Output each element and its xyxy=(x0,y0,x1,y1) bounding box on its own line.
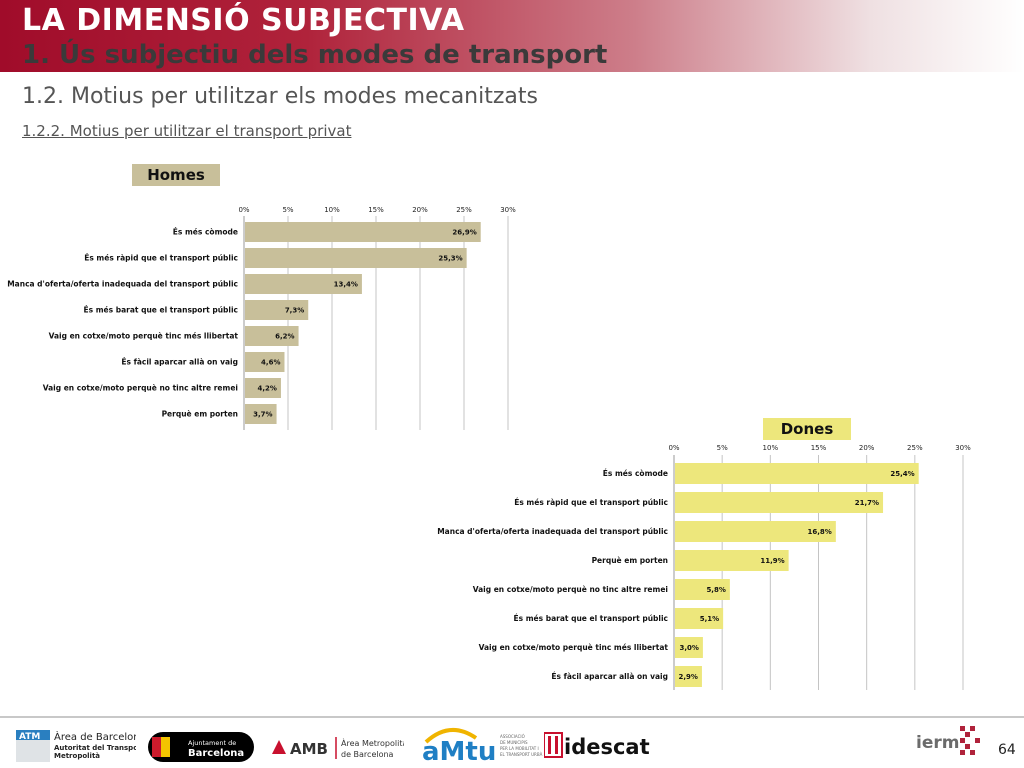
dones-bar xyxy=(675,666,702,687)
homes-tick-label: 20% xyxy=(412,206,428,214)
amtu-small4: EL TRANSPORT URBÀ xyxy=(500,752,543,757)
homes-category-label: És fàcil aparcar allà on vaig xyxy=(121,358,238,367)
homes-tick-label: 25% xyxy=(456,206,472,214)
homes-value-label: 3,7% xyxy=(253,411,272,419)
dones-value-label: 11,9% xyxy=(760,557,784,565)
homes-tick-label: 30% xyxy=(500,206,516,214)
dones-tick-label: 10% xyxy=(763,444,779,452)
amtu-small3: PER LA MOBILITAT I xyxy=(500,746,539,751)
ierm-logo: ierm xyxy=(916,726,980,755)
footer-divider xyxy=(0,716,1024,718)
dones-category-label: És més barat que el transport públic xyxy=(514,614,668,623)
homes-bar xyxy=(245,222,481,242)
homes-value-label: 13,4% xyxy=(334,281,358,289)
dones-tick-label: 5% xyxy=(717,444,728,452)
amb-line1: Àrea Metropolitana xyxy=(341,737,404,748)
header-banner: LA DIMENSIÓ SUBJECTIVA 1. Ús subjectiu d… xyxy=(0,0,1024,72)
homes-category-label: És més barat que el transport públic xyxy=(84,306,238,315)
homes-tick-label: 15% xyxy=(368,206,384,214)
dones-value-label: 21,7% xyxy=(855,499,879,507)
homes-tick-label: 0% xyxy=(238,206,249,214)
homes-value-label: 4,6% xyxy=(261,359,280,367)
dones-value-label: 5,8% xyxy=(706,586,725,594)
amb-logo: AMB Àrea Metropolitana de Barcelona xyxy=(272,737,404,759)
homes-value-label: 25,3% xyxy=(438,255,462,263)
dones-bar xyxy=(675,492,884,513)
dones-tick-label: 25% xyxy=(907,444,923,452)
homes-bar xyxy=(245,352,285,372)
homes-value-label: 7,3% xyxy=(285,307,304,315)
homes-category-label: Perquè em porten xyxy=(162,410,238,419)
homes-bar xyxy=(245,274,362,294)
dones-bar xyxy=(675,550,789,571)
ierm-name: ierm xyxy=(916,733,959,753)
dones-value-label: 16,8% xyxy=(808,528,832,536)
homes-bar xyxy=(245,300,309,320)
dones-category-label: Perquè em porten xyxy=(592,556,668,565)
homes-bar xyxy=(245,404,277,424)
page-number: 64 xyxy=(998,742,1016,758)
idescat-name: idescat xyxy=(564,735,650,759)
homes-category-label: Vaig en cotxe/moto perquè tinc més llibe… xyxy=(49,332,239,341)
atm-line1: Àrea de Barcelona xyxy=(54,730,136,743)
homes-panel-label: Homes xyxy=(132,164,220,186)
ajuntament-logo: Ajuntament de Barcelona xyxy=(148,732,254,762)
dones-tick-label: 15% xyxy=(811,444,827,452)
dones-category-label: És més ràpid que el transport públic xyxy=(514,498,668,507)
dones-bar xyxy=(675,637,703,658)
dones-category-label: És més còmode xyxy=(603,469,668,478)
page-subtitle: 1. Ús subjectiu dels modes de transport xyxy=(22,40,608,70)
homes-bar xyxy=(245,378,281,398)
atm-line2: Autoritat del Transport xyxy=(54,744,136,752)
dones-category-label: Vaig en cotxe/moto perquè tinc més llibe… xyxy=(479,643,669,652)
dones-bar xyxy=(675,463,919,484)
dones-tick-label: 30% xyxy=(955,444,971,452)
atm-line3: Metropolità xyxy=(54,752,100,760)
homes-category-label: És més còmode xyxy=(173,228,238,237)
dones-bar xyxy=(675,579,730,600)
amb-acronym: AMB xyxy=(290,740,328,758)
amtu-small2: DE MUNICIPIS xyxy=(500,740,528,745)
amb-line2: de Barcelona xyxy=(341,750,394,759)
ajuntament-line2: Barcelona xyxy=(188,748,244,759)
atm-badge: ATM xyxy=(19,732,40,742)
dones-category-label: Manca d'oferta/oferta inadequada del tra… xyxy=(437,527,668,536)
homes-bar xyxy=(245,248,467,268)
homes-value-label: 6,2% xyxy=(275,333,294,341)
amtu-small1: ASSOCIACIÓ xyxy=(500,734,525,739)
amtu-name: aMtu xyxy=(422,737,496,764)
dones-value-label: 25,4% xyxy=(890,470,914,478)
amtu-logo: aMtu ASSOCIACIÓ DE MUNICIPIS PER LA MOBI… xyxy=(422,728,543,764)
homes-tick-label: 10% xyxy=(324,206,340,214)
dones-panel-label: Dones xyxy=(763,418,851,440)
homes-bar xyxy=(245,326,299,346)
dones-tick-label: 20% xyxy=(859,444,875,452)
subsection-title: 1.2.2. Motius per utilitzar el transport… xyxy=(22,122,352,140)
idescat-logo: idescat xyxy=(544,732,650,759)
page-title: LA DIMENSIÓ SUBJECTIVA xyxy=(22,3,465,38)
dones-category-label: Vaig en cotxe/moto perquè no tinc altre … xyxy=(473,585,668,594)
dones-value-label: 3,0% xyxy=(679,644,698,652)
dones-value-label: 2,9% xyxy=(679,673,698,681)
dones-bar xyxy=(675,521,836,542)
dones-category-label: És fàcil aparcar allà on vaig xyxy=(551,672,668,681)
dones-bar xyxy=(675,608,724,629)
homes-category-label: És més ràpid que el transport públic xyxy=(84,254,238,263)
homes-category-label: Vaig en cotxe/moto perquè no tinc altre … xyxy=(43,384,238,393)
atm-logo: ATM Àrea de Barcelona Autoritat del Tran… xyxy=(16,730,136,762)
homes-value-label: 26,9% xyxy=(452,229,476,237)
dones-tick-label: 0% xyxy=(668,444,679,452)
ajuntament-line1: Ajuntament de xyxy=(188,739,236,747)
homes-value-label: 4,2% xyxy=(258,385,277,393)
section-title: 1.2. Motius per utilitzar els modes meca… xyxy=(22,84,538,109)
homes-tick-label: 5% xyxy=(282,206,293,214)
homes-category-label: Manca d'oferta/oferta inadequada del tra… xyxy=(7,280,238,289)
dones-value-label: 5,1% xyxy=(700,615,719,623)
